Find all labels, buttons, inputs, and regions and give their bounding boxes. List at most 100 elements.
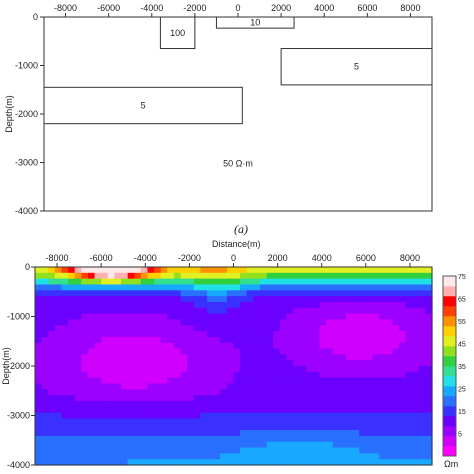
field-cell (345, 377, 354, 385)
field-cell (372, 348, 380, 355)
field-cell (134, 296, 142, 303)
field-cell (107, 360, 115, 367)
field-cell (233, 354, 241, 361)
field-cell (279, 360, 288, 367)
field-cell (107, 453, 115, 460)
field-cell (319, 424, 327, 431)
field-cell (213, 336, 221, 344)
field-cell (107, 412, 115, 420)
field-cell (273, 272, 281, 280)
field-cell (259, 325, 268, 332)
x-tick-label: 4000 (314, 3, 334, 13)
field-cell (114, 459, 122, 466)
field-cell (352, 400, 360, 408)
field-cell (306, 313, 314, 321)
field-cell (173, 348, 182, 355)
field-cell (259, 435, 268, 443)
field-cell (240, 331, 248, 338)
field-cell (187, 453, 195, 460)
field-cell (299, 307, 307, 315)
field-cell (81, 354, 89, 361)
field-cell (326, 336, 334, 344)
field-cell (293, 360, 301, 367)
field-cell (359, 453, 367, 460)
field-cell (68, 453, 76, 460)
field-cell (147, 360, 155, 367)
field-cell (286, 319, 294, 326)
field-cell (286, 307, 294, 315)
field-cell (299, 441, 307, 449)
field-cell (385, 307, 393, 315)
field-cell (107, 296, 115, 303)
field-cell (266, 342, 274, 350)
field-cell (94, 459, 102, 466)
field-cell (173, 342, 182, 350)
field-cell (187, 447, 195, 454)
field-cell (293, 336, 301, 344)
field-cell (246, 342, 254, 350)
x-tick-label: 6000 (356, 253, 376, 263)
field-cell (94, 406, 102, 414)
field-cell (114, 377, 122, 385)
field-cell (101, 418, 109, 425)
field-cell (35, 336, 43, 344)
field-cell (74, 418, 82, 425)
field-cell (418, 296, 426, 303)
field-cell (240, 400, 248, 408)
field-cell (319, 371, 327, 379)
field-cell (167, 278, 175, 286)
field-cell (253, 272, 261, 280)
field-cell (345, 290, 354, 297)
field-cell (253, 331, 261, 338)
field-cell (392, 331, 400, 338)
field-cell (81, 348, 89, 355)
field-cell (81, 400, 89, 408)
field-cell (121, 331, 129, 338)
field-cell (200, 395, 208, 402)
field-cell (134, 348, 142, 355)
field-cell (240, 435, 248, 443)
field-cell (332, 354, 340, 361)
field-cell (253, 418, 261, 425)
field-cell (352, 290, 360, 297)
field-cell (326, 377, 334, 385)
field-cell (306, 389, 314, 396)
field-cell (74, 267, 82, 274)
field-cell (94, 342, 102, 350)
field-cell (412, 459, 420, 466)
field-cell (279, 371, 288, 379)
field-cell (372, 296, 380, 303)
field-cell (101, 383, 109, 390)
field-cell (54, 395, 63, 402)
field-cell (412, 406, 420, 414)
field-cell (68, 307, 76, 315)
field-cell (273, 383, 281, 390)
field-cell (180, 412, 188, 420)
x-tick-label: 0 (235, 3, 240, 13)
field-cell (121, 360, 129, 367)
field-cell (286, 400, 294, 408)
field-cell (94, 366, 102, 373)
field-cell (312, 319, 321, 326)
field-cell (299, 290, 307, 297)
field-cell (180, 389, 188, 396)
field-cell (68, 336, 76, 344)
field-cell (259, 272, 268, 280)
field-cell (299, 435, 307, 443)
field-cell (127, 354, 135, 361)
field-cell (147, 430, 155, 437)
field-cell (352, 313, 360, 321)
field-cell (259, 377, 268, 385)
field-cell (68, 383, 76, 390)
field-cell (352, 319, 360, 326)
field-cell (379, 447, 387, 454)
field-cell (339, 290, 347, 297)
field-cell (187, 424, 195, 431)
field-cell (372, 453, 380, 460)
field-cell (332, 459, 340, 466)
field-cell (200, 459, 208, 466)
field-cell (154, 435, 162, 443)
background-label: 50 Ω·m (223, 159, 253, 169)
field-cell (279, 336, 288, 344)
field-cell (87, 313, 96, 321)
